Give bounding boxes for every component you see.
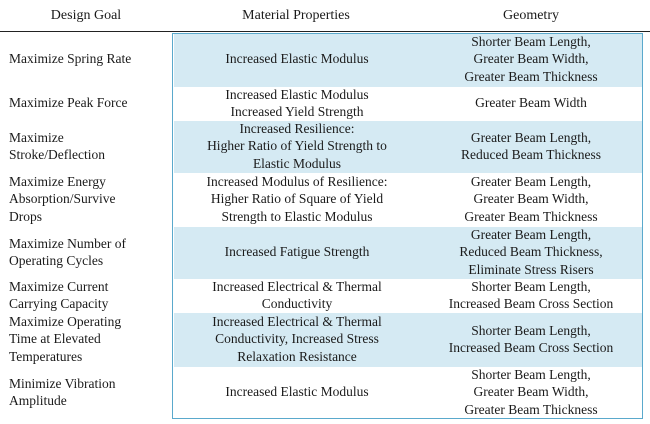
cell-text-line: Increased Electrical & Thermal xyxy=(212,278,382,294)
table-cell: Maximize Operating Time at Elevated Temper… xyxy=(0,312,172,366)
cell-text-line: Greater Beam Width, xyxy=(473,51,589,67)
header-cell: Material Properties xyxy=(242,8,350,23)
row-shading xyxy=(174,33,642,87)
cell-text-line: Greater Beam Length, xyxy=(470,129,592,145)
table-cell: Increased Electrical & Thermal Conductivi… xyxy=(174,312,420,366)
cell-text-line: Elastic Modulus xyxy=(252,155,342,171)
cell-text-line: Increased Modulus of Resilience: xyxy=(206,173,388,189)
table-cell: Maximize Spring Rate xyxy=(0,32,172,86)
cell-text-line: Shorter Beam Length, xyxy=(471,366,591,382)
row-shading xyxy=(174,313,642,367)
cell-text-line: Amplitude xyxy=(9,393,67,408)
table-cell: Increased Elastic Modulus xyxy=(174,32,420,86)
cell-text-line: Greater Beam Thickness xyxy=(464,401,598,417)
table-cell: Minimize Vibration Amplitude xyxy=(0,366,172,418)
table-cell: Increased Electrical & Thermal Conductivi… xyxy=(174,278,420,312)
header-rule xyxy=(0,31,650,32)
table-cell: Shorter Beam Length, Greater Beam Width, G… xyxy=(420,366,642,418)
table-cell: Greater Beam Length, Reduced Beam Thickne… xyxy=(420,226,642,278)
cell-text-line: Greater Beam Width, xyxy=(473,191,589,207)
cell-text-line: Greater Beam Thickness xyxy=(464,208,598,224)
cell-text-line: Greater Beam Length, xyxy=(470,173,592,189)
cell-text-line: Maximize Spring Rate xyxy=(9,51,132,67)
table-cell: Increased Modulus of Resilience: Higher R… xyxy=(174,172,420,226)
cell-text-line: Maximize Current xyxy=(9,278,109,294)
cell-text-line: Reduced Beam Thickness, xyxy=(459,244,603,260)
cell-text-line: Conductivity, Increased Stress xyxy=(215,331,379,347)
table-cell: Shorter Beam Length, Increased Beam Cross… xyxy=(420,312,642,366)
table-cell: Maximize Current Carrying Capacity xyxy=(0,278,172,312)
table-cell: Increased Resilience: Higher Ratio of Yie… xyxy=(174,120,420,172)
table-cell: Greater Beam Length, Greater Beam Width, G… xyxy=(420,172,642,226)
cell-text-line: Maximize xyxy=(9,129,64,145)
cell-text-line: Higher Ratio of Yield Strength to xyxy=(207,138,387,154)
cell-text-line: Greater Beam Thickness xyxy=(464,68,598,84)
cell-text-line: Shorter Beam Length, xyxy=(471,322,591,338)
header-cell: Design Goal xyxy=(50,8,122,23)
header-cell: Geometry xyxy=(503,8,559,23)
cell-text-line: Increased Beam Cross Section xyxy=(448,296,614,311)
cell-text-line: Maximize Peak Force xyxy=(9,95,128,111)
cell-text-line: Eliminate Stress Risers xyxy=(468,261,594,277)
cell-text-line: Strength to Elastic Modulus xyxy=(221,208,373,224)
cell-text-line: Temperatures xyxy=(9,348,83,364)
cell-text-line: Time at Elevated xyxy=(9,331,101,347)
table-cell: Shorter Beam Length, Increased Beam Cross… xyxy=(420,278,642,312)
row-shading xyxy=(174,121,642,173)
cell-text-line: Conductivity xyxy=(261,296,333,311)
cell-text-line: Increased Yield Strength xyxy=(230,104,364,119)
table-frame xyxy=(172,33,643,419)
cell-text-line: Absorption/Survive xyxy=(9,191,116,207)
cell-text-line: Shorter Beam Length, xyxy=(471,33,591,49)
cell-text-line: Drops xyxy=(9,208,42,224)
cell-text-line: Greater Beam Width xyxy=(475,95,587,111)
table-cell: Maximize Energy Absorption/Survive Drops xyxy=(0,172,172,226)
table-cell: Maximize Peak Force xyxy=(0,86,172,120)
table-cell: Greater Beam Width xyxy=(420,86,642,120)
table-cell: Maximize Number of Operating Cycles xyxy=(0,226,172,278)
row-shading xyxy=(174,227,642,279)
cell-text-line: Increased Resilience: xyxy=(239,120,355,136)
cell-text-line: Increased Elastic Modulus xyxy=(225,51,369,67)
cell-text-line: Maximize Operating xyxy=(9,313,122,329)
cell-text-line: Operating Cycles xyxy=(9,253,104,268)
table-cell: Greater Beam Length, Reduced Beam Thickne… xyxy=(420,120,642,172)
cell-text-line: Increased Fatigue Strength xyxy=(224,244,370,260)
cell-text-line: Increased Beam Cross Section xyxy=(448,340,614,355)
cell-text-line: Stroke/Deflection xyxy=(9,147,105,162)
cell-text-line: Increased Elastic Modulus xyxy=(225,384,369,400)
cell-text-line: Reduced Beam Thickness xyxy=(461,147,601,162)
cell-text-line: Minimize Vibration xyxy=(9,375,116,391)
table-cell: Maximize Stroke/Deflection xyxy=(0,120,172,172)
cell-text-line: Shorter Beam Length, xyxy=(471,278,591,294)
table-cell: Increased Elastic Modulus xyxy=(174,366,420,418)
table-cell: Shorter Beam Length, Greater Beam Width, G… xyxy=(420,32,642,86)
cell-text-line: Greater Beam Length, xyxy=(470,226,592,242)
cell-text-line: Carrying Capacity xyxy=(9,296,109,311)
cell-text-line: Greater Beam Width, xyxy=(473,384,589,400)
cell-text-line: Relaxation Resistance xyxy=(237,348,357,364)
cell-text-line: Maximize Number of xyxy=(9,235,126,251)
cell-text-line: Higher Ratio of Square of Yield xyxy=(210,191,384,207)
table-cell: Increased Fatigue Strength xyxy=(174,226,420,278)
cell-text-line: Increased Electrical & Thermal xyxy=(212,313,382,329)
table-cell: Increased Elastic Modulus Increased Yield… xyxy=(174,86,420,120)
cell-text-line: Increased Elastic Modulus xyxy=(225,86,369,102)
cell-text-line: Maximize Energy xyxy=(9,173,106,189)
